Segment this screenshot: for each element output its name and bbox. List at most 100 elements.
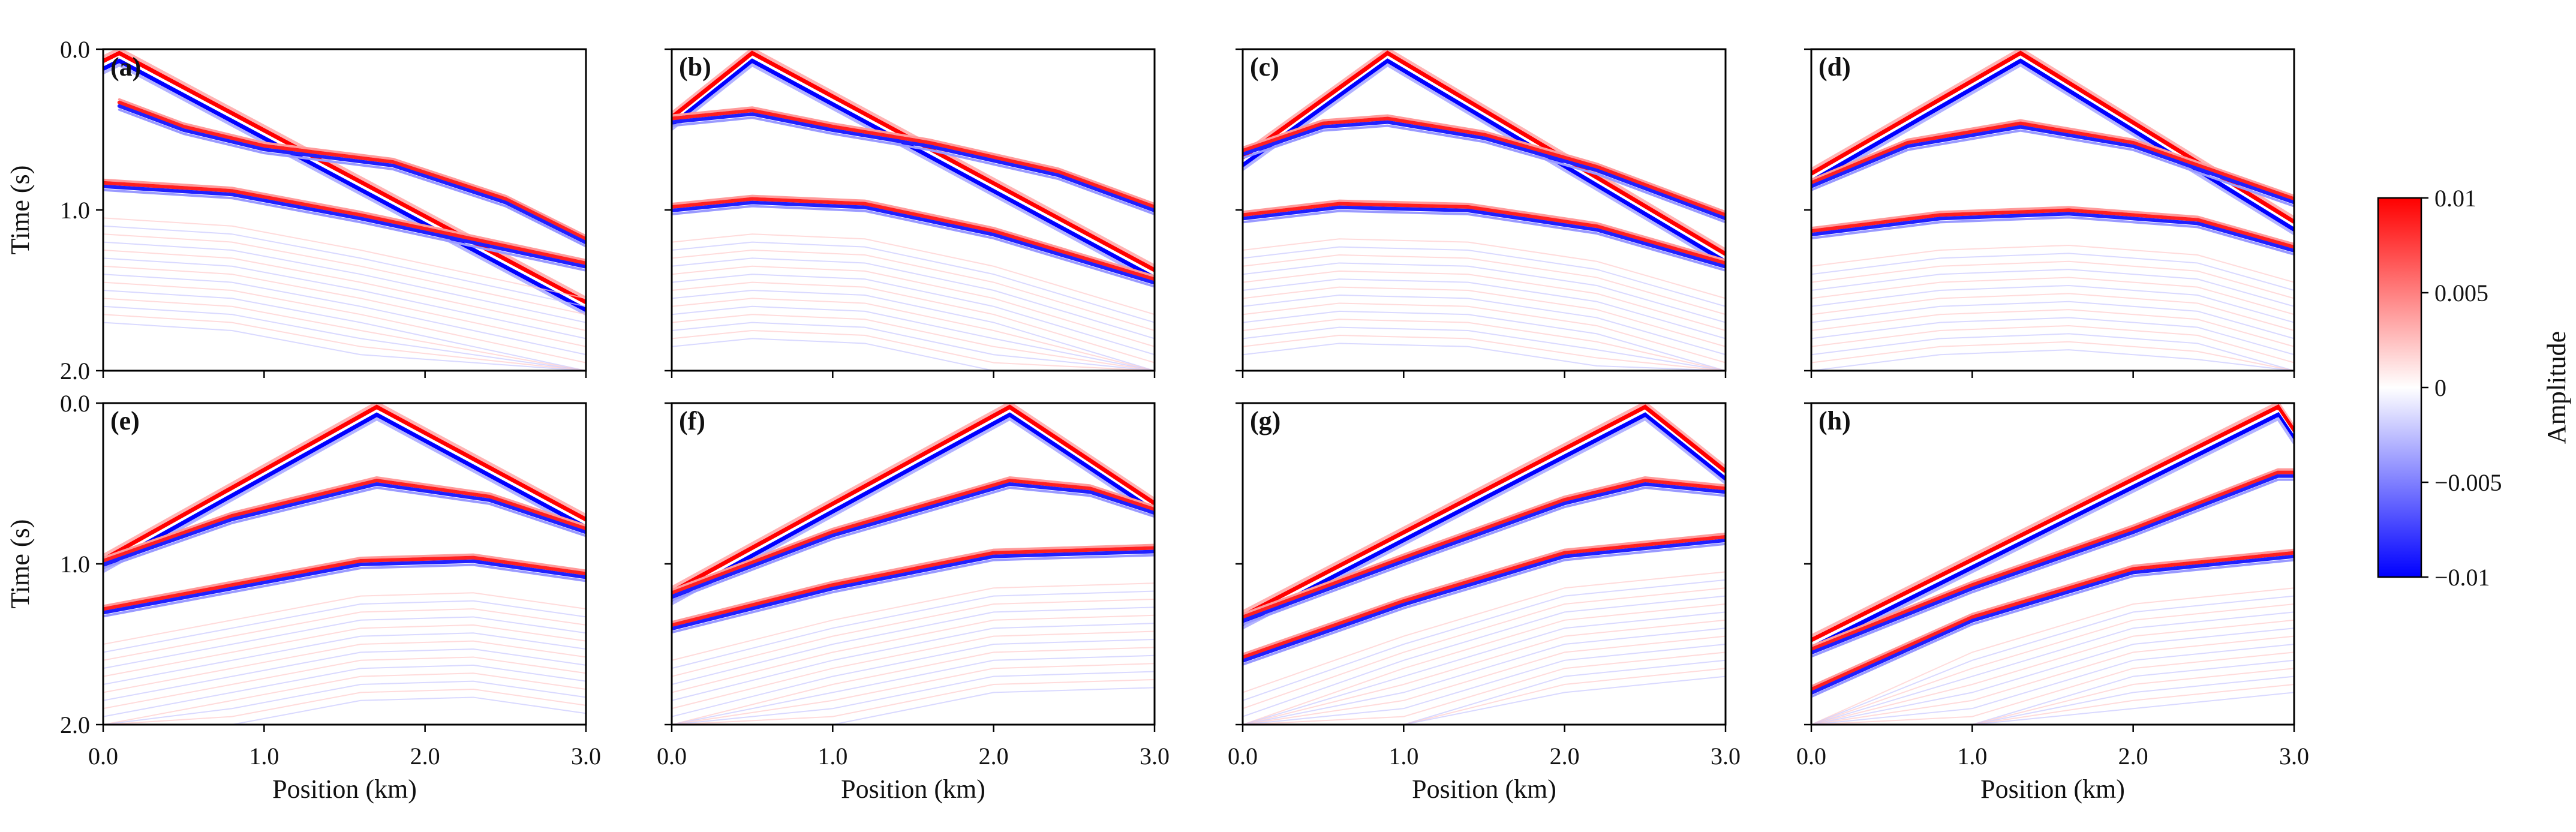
- direct-wave: [1811, 417, 2294, 654]
- noise-band: [672, 289, 1155, 371]
- noise-band: [1243, 319, 1726, 371]
- noise-band: [103, 664, 586, 717]
- noise-band: [672, 623, 1155, 701]
- colorbar-tick-label: 0.01: [2434, 185, 2476, 212]
- noise-band: [1243, 246, 1726, 307]
- noise-band: [1243, 668, 1726, 725]
- colorbar-tick-label: −0.01: [2434, 564, 2490, 591]
- reflection-event: [103, 184, 586, 269]
- noise-band: [1811, 253, 2294, 291]
- noise-band: [672, 265, 1155, 347]
- noise-band: [1811, 627, 2294, 725]
- direct-wave: [672, 50, 1155, 272]
- direct-wave: [1811, 49, 2294, 219]
- direct-wave: [1243, 417, 1726, 630]
- direct-wave: [1243, 404, 1726, 618]
- reflection-event: [103, 563, 586, 618]
- reflection-event: [1243, 532, 1726, 656]
- reflection-event: [672, 106, 1155, 205]
- x-tick-label: 0.0: [1796, 743, 1826, 770]
- noise-band: [1243, 579, 1726, 701]
- noise-band: [1811, 244, 2294, 283]
- reflection-event: [103, 188, 586, 272]
- noise-band: [672, 687, 1155, 725]
- noise-band: [1811, 635, 2294, 725]
- colorbar-gradient: [2377, 197, 2422, 578]
- noise-band: [1811, 349, 2294, 371]
- reflection-event: [672, 194, 1155, 278]
- x-axis-label: Position (km): [1980, 774, 2125, 804]
- noise-band: [672, 671, 1155, 725]
- noise-band: [672, 329, 1155, 371]
- direct-wave: [672, 403, 1155, 589]
- noise-band: [103, 640, 586, 693]
- reflection-event: [1811, 125, 2294, 205]
- panel-image: [672, 49, 1155, 371]
- noise-band: [1811, 659, 2294, 725]
- reflection-event: [1811, 216, 2294, 256]
- noise-band: [103, 257, 586, 340]
- noise-band: [1811, 684, 2294, 725]
- direct-wave: [103, 417, 586, 573]
- reflection-event: [1811, 551, 2294, 692]
- direct-wave: [103, 410, 586, 565]
- y-tick-label: 0.0: [60, 390, 90, 417]
- noise-band: [103, 680, 586, 725]
- reflection-event: [118, 108, 586, 248]
- noise-band: [103, 305, 586, 371]
- reflection-event: [672, 200, 1155, 285]
- direct-wave: [1811, 403, 2294, 638]
- panel-f: (f) 0.0 1.0 2.0 3.0 Position (km): [657, 402, 1170, 804]
- direct-wave: [103, 403, 586, 557]
- panel-label: (e): [110, 406, 140, 435]
- reflection-event: [1243, 202, 1726, 265]
- x-tick-label: 0.0: [657, 743, 687, 770]
- noise-band: [103, 624, 586, 677]
- noise-band: [1811, 341, 2294, 371]
- noise-band: [103, 225, 586, 307]
- noise-band: [103, 656, 586, 710]
- noise-band: [1811, 611, 2294, 725]
- panel-image: [1811, 403, 2294, 725]
- noise-band: [103, 592, 586, 645]
- colorbar-tick-label: −0.005: [2434, 469, 2502, 496]
- noise-band: [1811, 325, 2294, 364]
- noise-band: [672, 638, 1155, 717]
- direct-wave: [672, 410, 1155, 597]
- direct-wave: [1243, 50, 1726, 256]
- reflection-event: [672, 543, 1155, 624]
- noise-band: [672, 257, 1155, 340]
- noise-band: [103, 217, 586, 299]
- noise-band: [1811, 644, 2294, 725]
- noise-band: [672, 647, 1155, 725]
- noise-band: [672, 274, 1155, 356]
- noise-band: [1243, 603, 1726, 725]
- reflection-event: [103, 482, 586, 566]
- reflection-event: [1243, 120, 1726, 221]
- reflection-event: [103, 486, 586, 569]
- noise-band: [672, 322, 1155, 371]
- noise-band: [672, 598, 1155, 677]
- x-tick-label: 3.0: [1711, 743, 1741, 770]
- reflection-event: [1243, 486, 1726, 626]
- panel-label: (h): [1818, 406, 1851, 435]
- colorbar-label: Amplitude: [2542, 331, 2571, 444]
- reflection-event: [1243, 534, 1726, 659]
- reflection-event: [672, 476, 1155, 591]
- panel-b: (b): [665, 48, 1156, 378]
- reflection-event: [103, 559, 586, 615]
- noise-band: [1243, 310, 1726, 371]
- direct-wave: [103, 49, 586, 300]
- reflection-event: [672, 112, 1155, 212]
- y-tick-label: 0.0: [60, 36, 90, 63]
- panel-image: [1243, 49, 1726, 371]
- panel-image: [1811, 49, 2294, 371]
- noise-band: [1243, 295, 1726, 356]
- reflection-event: [1811, 558, 2294, 698]
- noise-band: [672, 241, 1155, 323]
- reflection-event: [117, 104, 586, 245]
- x-tick-label: 3.0: [571, 743, 601, 770]
- direct-wave: [672, 58, 1155, 280]
- panel-label: (d): [1818, 52, 1851, 82]
- noise-band: [103, 298, 586, 371]
